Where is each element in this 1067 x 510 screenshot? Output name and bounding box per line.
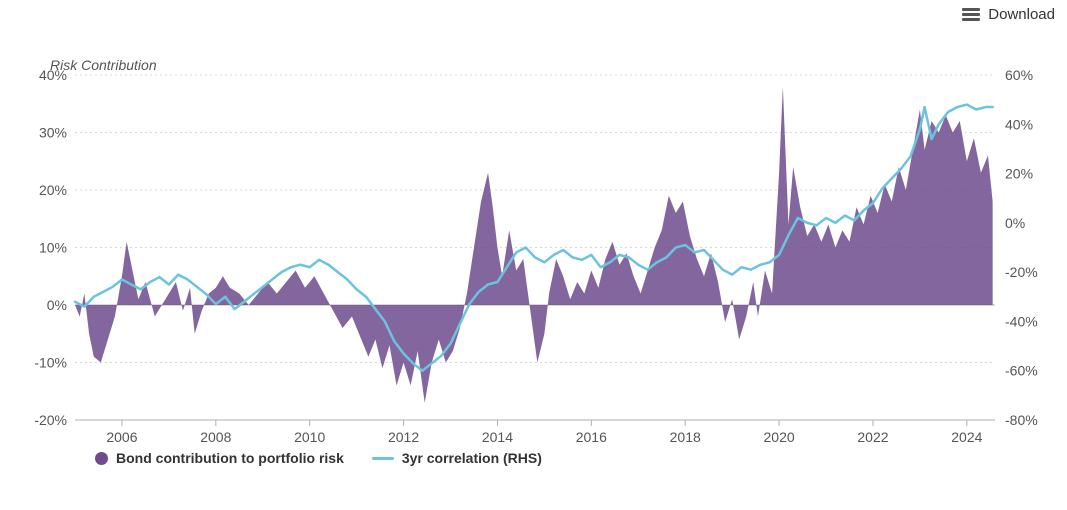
svg-text:40%: 40% <box>1005 116 1033 132</box>
svg-text:20%: 20% <box>39 182 67 198</box>
svg-text:2018: 2018 <box>670 429 701 445</box>
svg-text:40%: 40% <box>39 67 67 83</box>
legend-item-line[interactable]: 3yr correlation (RHS) <box>372 450 542 466</box>
legend-label-line: 3yr correlation (RHS) <box>402 450 542 466</box>
svg-text:20%: 20% <box>1005 166 1033 182</box>
svg-text:2012: 2012 <box>388 429 419 445</box>
svg-text:2016: 2016 <box>576 429 607 445</box>
svg-text:2010: 2010 <box>294 429 325 445</box>
legend-item-area[interactable]: Bond contribution to portfolio risk <box>95 450 344 466</box>
legend: Bond contribution to portfolio risk 3yr … <box>95 450 542 466</box>
svg-text:10%: 10% <box>39 240 67 256</box>
svg-text:-40%: -40% <box>1005 313 1038 329</box>
legend-swatch-area <box>95 452 108 465</box>
svg-text:0%: 0% <box>47 297 67 313</box>
legend-swatch-line <box>372 457 394 460</box>
svg-text:2024: 2024 <box>951 429 982 445</box>
legend-label-area: Bond contribution to portfolio risk <box>116 450 344 466</box>
svg-text:2006: 2006 <box>106 429 137 445</box>
svg-text:-20%: -20% <box>1005 264 1038 280</box>
svg-text:-80%: -80% <box>1005 412 1038 428</box>
svg-text:60%: 60% <box>1005 67 1033 83</box>
svg-text:-60%: -60% <box>1005 363 1038 379</box>
svg-text:-20%: -20% <box>34 412 67 428</box>
svg-text:0%: 0% <box>1005 215 1025 231</box>
svg-text:-10%: -10% <box>34 355 67 371</box>
svg-text:2022: 2022 <box>857 429 888 445</box>
svg-text:2020: 2020 <box>764 429 795 445</box>
svg-text:2014: 2014 <box>482 429 513 445</box>
svg-text:2008: 2008 <box>200 429 231 445</box>
svg-text:30%: 30% <box>39 125 67 141</box>
chart-canvas: -20% -10% 0% 10% 20% 30% 40% -80% -60% -40% -20% 0%… <box>0 0 1067 510</box>
